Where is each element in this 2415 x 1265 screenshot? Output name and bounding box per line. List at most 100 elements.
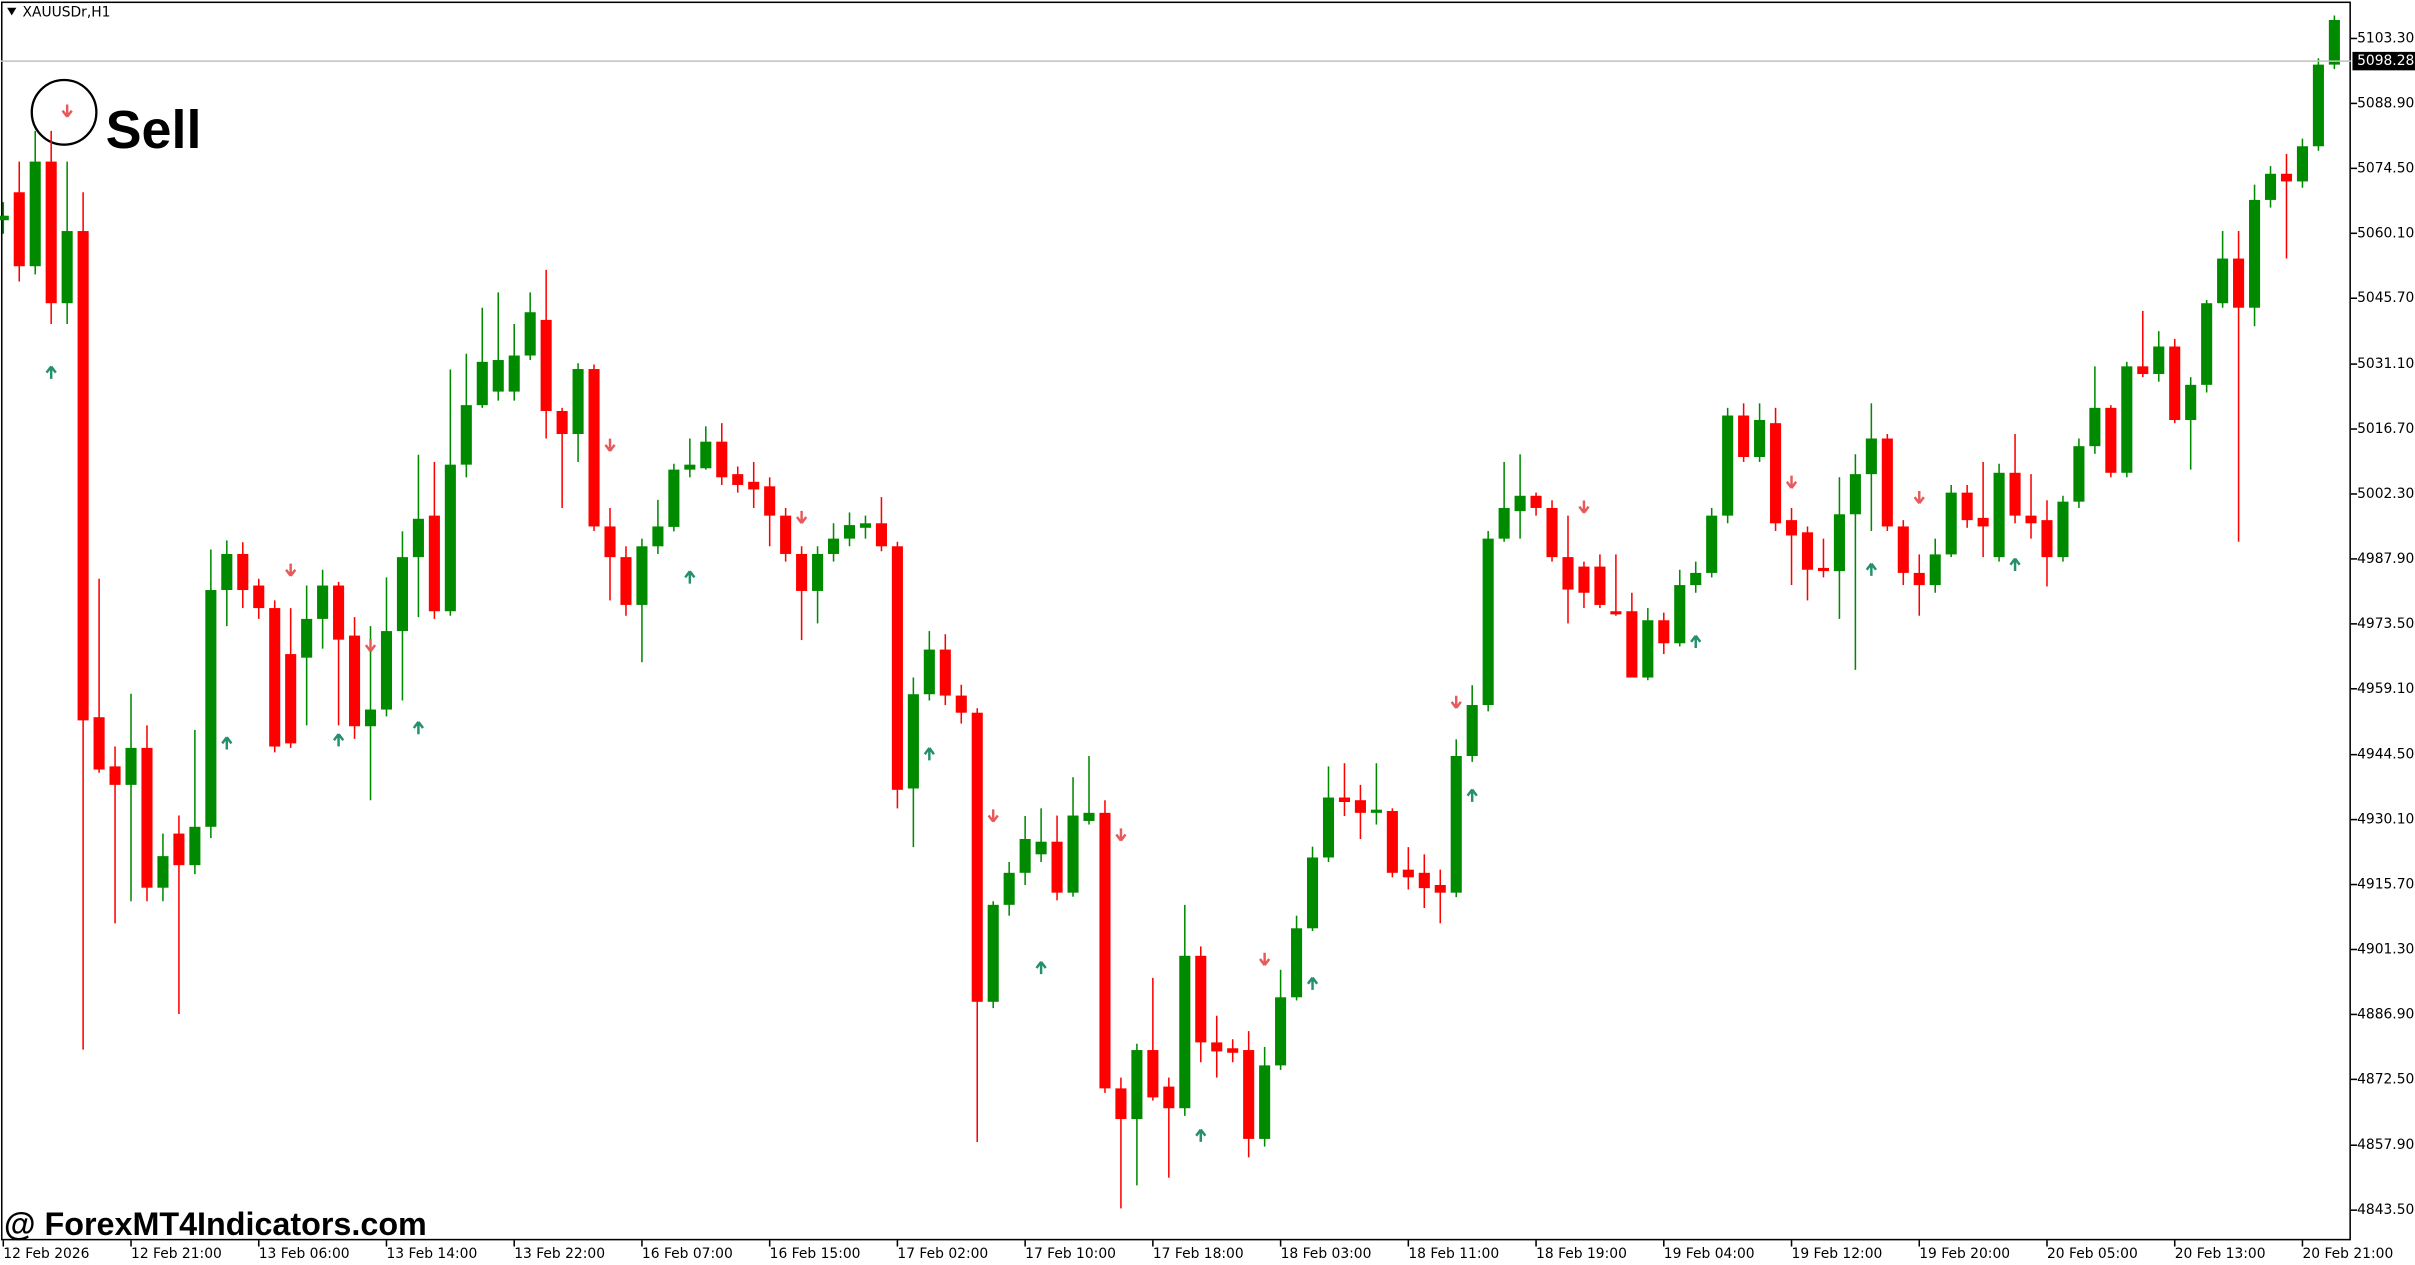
candle-body [1306, 857, 1319, 929]
buy-arrow [684, 570, 696, 584]
candle-body [157, 856, 169, 888]
candle-body [380, 631, 393, 710]
candle-body [13, 192, 25, 267]
candle-body [2041, 520, 2053, 558]
candle-body [1370, 809, 1382, 813]
candle-body [269, 608, 281, 747]
candle-body [716, 441, 728, 478]
y-tick-label: 5060.10 [2357, 225, 2414, 241]
highlight-circle [30, 78, 98, 146]
candle-body [1147, 1050, 1159, 1098]
sell-arrow [364, 638, 377, 652]
y-tick-label: 4886.90 [2357, 1006, 2414, 1022]
x-tick-label: 18 Feb 03:00 [1281, 1246, 1372, 1262]
y-tick-label: 5074.50 [2357, 160, 2414, 176]
candle-body [828, 538, 840, 554]
candle-body [1514, 495, 1526, 512]
candle-body [2009, 472, 2021, 516]
x-tick-label: 19 Feb 20:00 [1919, 1246, 2010, 1262]
candle-body [1674, 585, 1686, 644]
x-tick-label: 16 Feb 07:00 [642, 1246, 733, 1262]
candle-body [333, 585, 345, 640]
candle-body [907, 694, 919, 789]
candle-body [1977, 517, 1989, 527]
candle-body [93, 717, 105, 770]
candle-body [77, 231, 89, 721]
candle-body [476, 361, 488, 406]
x-tick-label: 18 Feb 11:00 [1408, 1246, 1499, 1262]
candle-body [636, 546, 648, 605]
y-tick-label: 4987.90 [2357, 551, 2414, 567]
candle-body [2296, 146, 2308, 182]
candle-body [508, 355, 520, 392]
candle-body [971, 712, 983, 1002]
candle-body [1578, 566, 1590, 593]
candle-body [524, 312, 536, 356]
candle-body [1227, 1048, 1239, 1053]
candle-body [1067, 815, 1079, 893]
x-tick-label: 20 Feb 05:00 [2047, 1246, 2138, 1262]
candle-body [1913, 572, 1925, 586]
candle-body [1754, 420, 1766, 457]
x-tick-label: 20 Feb 21:00 [2302, 1246, 2393, 1262]
y-tick-label: 5088.90 [2357, 95, 2414, 111]
candle-body [2089, 407, 2101, 447]
candle-body [1945, 492, 1957, 555]
symbol-label: XAUUSDr,H1 [23, 4, 111, 20]
candle-body [0, 215, 9, 221]
candle-body [460, 405, 472, 465]
sell-arrow [1115, 828, 1127, 842]
y-tick-label: 4973.50 [2357, 616, 2414, 632]
x-tick-label: 13 Feb 22:00 [514, 1246, 605, 1262]
candle-body [349, 635, 361, 727]
x-tick-label: 12 Feb 21:00 [131, 1246, 222, 1262]
candle-body [1738, 415, 1750, 457]
x-tick-label: 13 Feb 06:00 [259, 1246, 350, 1262]
candle-body [1035, 841, 1047, 855]
candle-body [1530, 495, 1542, 508]
candle-body [1546, 507, 1558, 558]
candle-body [1706, 515, 1718, 573]
buy-arrow [923, 747, 935, 761]
candle-body [237, 553, 249, 591]
y-tick-label: 5031.10 [2357, 356, 2414, 372]
candle-body [301, 618, 313, 658]
buy-arrow [1865, 562, 1877, 576]
candle-body [125, 747, 137, 785]
sell-arrow [285, 563, 297, 577]
candle-body [987, 904, 999, 1002]
plot-frame [0, 1, 2351, 1241]
candle-body [572, 369, 584, 434]
candle-body [1961, 492, 1973, 521]
candle-body [1817, 567, 1829, 572]
watermark: @ ForexMT4Indicators.com [4, 1206, 427, 1242]
candle-body [1594, 566, 1606, 605]
candle-body [1642, 620, 1654, 678]
candle-body [61, 231, 73, 304]
buy-arrow [1306, 976, 1319, 990]
y-tick-label: 4944.50 [2357, 747, 2414, 763]
candle-body [1562, 557, 1574, 590]
candle-body [492, 360, 504, 392]
candle-body [652, 526, 664, 547]
buy-arrow [221, 736, 233, 750]
symbol-menu-icon[interactable] [7, 7, 17, 16]
candle-body [796, 553, 808, 591]
candle-body [859, 523, 872, 528]
candle-body [1083, 812, 1095, 821]
candle-body [1833, 514, 1845, 572]
candle-body [285, 654, 297, 744]
candle-body [780, 515, 792, 554]
candle-body [2121, 366, 2133, 473]
candle-body [1338, 797, 1351, 803]
candle-body [1770, 423, 1782, 524]
candle-body [2137, 366, 2149, 375]
candle-body [2201, 303, 2213, 385]
candle-body [2057, 501, 2069, 558]
candle-body [2249, 199, 2261, 308]
x-tick-label: 17 Feb 10:00 [1025, 1246, 1116, 1262]
candle-body [843, 525, 856, 539]
candle-body [748, 481, 760, 490]
candle-body [173, 833, 185, 866]
